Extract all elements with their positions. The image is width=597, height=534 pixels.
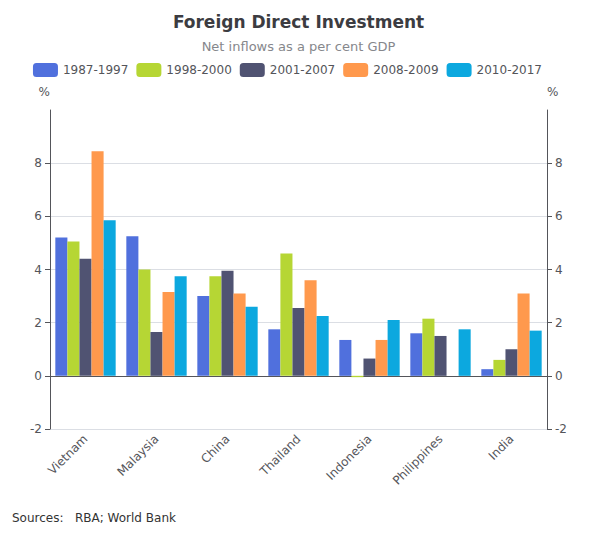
- svg-text:%: %: [547, 85, 558, 99]
- svg-text:2: 2: [555, 316, 563, 330]
- svg-text:2001-2007: 2001-2007: [270, 63, 335, 77]
- svg-text:Net inflows as a per cent GDP: Net inflows as a per cent GDP: [202, 39, 396, 54]
- svg-text:2: 2: [34, 316, 42, 330]
- svg-text:China: China: [198, 432, 232, 466]
- svg-text:8: 8: [34, 156, 42, 170]
- svg-text:2010-2017: 2010-2017: [477, 63, 542, 77]
- svg-text:Sources: RBA; World Bank: Sources: RBA; World Bank: [12, 511, 176, 525]
- svg-text:-2: -2: [555, 422, 567, 436]
- svg-text:6: 6: [34, 209, 42, 223]
- svg-text:Indonesia: Indonesia: [324, 432, 375, 483]
- svg-text:4: 4: [555, 263, 563, 277]
- svg-text:%: %: [39, 85, 50, 99]
- svg-text:Philippines: Philippines: [390, 432, 446, 488]
- svg-text:Vietnam: Vietnam: [45, 432, 90, 477]
- svg-text:1987-1997: 1987-1997: [63, 63, 128, 77]
- svg-text:4: 4: [34, 263, 42, 277]
- svg-text:Malaysia: Malaysia: [115, 432, 162, 479]
- svg-text:6: 6: [555, 209, 563, 223]
- svg-text:Foreign Direct Investment: Foreign Direct Investment: [173, 12, 424, 32]
- svg-text:8: 8: [555, 156, 563, 170]
- svg-text:-2: -2: [30, 422, 42, 436]
- svg-text:0: 0: [555, 369, 563, 383]
- svg-text:0: 0: [34, 369, 42, 383]
- svg-text:India: India: [486, 432, 517, 463]
- svg-text:2008-2009: 2008-2009: [373, 63, 438, 77]
- svg-text:1998-2000: 1998-2000: [166, 63, 231, 77]
- svg-text:Thailand: Thailand: [256, 432, 303, 479]
